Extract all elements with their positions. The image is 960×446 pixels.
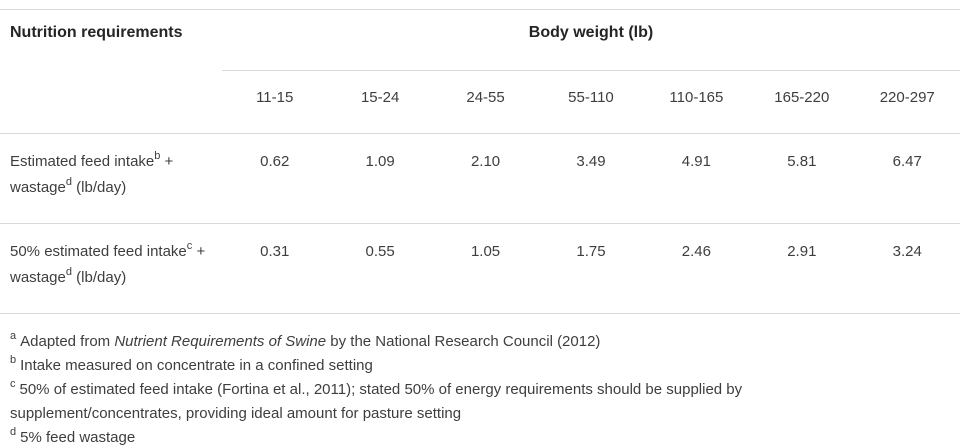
footnote-d: d 5% feed wastage xyxy=(10,426,820,446)
column-header-range: 24-55 xyxy=(466,89,505,106)
table-cell: 3.49 xyxy=(576,153,606,170)
footnote-c: c 50% of estimated feed intake (Fortina e… xyxy=(10,378,820,426)
table-cell: 2.46 xyxy=(681,243,711,260)
table-cell: 1.05 xyxy=(470,243,501,260)
row-label-text: + wastage xyxy=(10,243,206,286)
table-row-50pct-feed-intake: 50% estimated feed intakec + wastaged (l… xyxy=(0,224,960,314)
row-label-text: (lb/day) xyxy=(72,179,127,196)
footnote-text: 50% of estimated feed intake (Fortina et… xyxy=(10,381,743,422)
footnote-ref-c: c xyxy=(186,240,193,252)
footnote-ref-b: b xyxy=(154,150,161,162)
corner-header: Nutrition requirements xyxy=(10,24,183,41)
footnote-marker-a: a xyxy=(10,330,17,342)
table-cell: 5.81 xyxy=(787,153,817,170)
footnote-ref-d: d xyxy=(65,266,72,278)
footnote-marker-d: d xyxy=(10,426,17,438)
footnote-marker-b: b xyxy=(10,354,17,366)
footnote-text: by the National Research Council (2012) xyxy=(326,333,601,350)
row-label-text: + wastage xyxy=(10,153,174,196)
footnote-b: b Intake measured on concentrate in a con… xyxy=(10,354,820,378)
footnote-ref-d: d xyxy=(65,176,72,188)
row-label-text: (lb/day) xyxy=(72,269,127,286)
footnote-a: a Adapted from Nutrient Requirements of S… xyxy=(10,330,820,354)
table-cell: 2.10 xyxy=(470,153,501,170)
column-header-range: 220-297 xyxy=(879,89,935,106)
table-cell: 0.31 xyxy=(260,243,290,260)
table-cell: 3.24 xyxy=(892,243,922,260)
column-header-row: 11-15 15-24 24-55 55-110 110-165 165-220… xyxy=(0,71,960,134)
footnotes: a Adapted from Nutrient Requirements of S… xyxy=(0,314,830,446)
footnote-text-italic: Nutrient Requirements of Swine xyxy=(114,333,327,350)
table-cell: 6.47 xyxy=(892,153,922,170)
table-cell: 0.55 xyxy=(365,243,395,260)
table-cell: 2.91 xyxy=(787,243,817,260)
row-label: 50% estimated feed intakec + wastaged (l… xyxy=(0,224,222,313)
nutrition-table: Nutrition requirements Body weight (lb) … xyxy=(0,9,960,314)
page: Nutrition requirements Body weight (lb) … xyxy=(0,9,960,446)
footnote-marker-c: c xyxy=(10,378,16,390)
footnote-text: 5% feed wastage xyxy=(20,429,136,446)
column-header-range: 15-24 xyxy=(360,89,400,106)
group-header-body-weight: Body weight (lb) xyxy=(222,10,960,71)
footnote-text: Intake measured on concentrate in a conf… xyxy=(20,357,373,374)
column-header-range: 165-220 xyxy=(774,89,830,106)
column-header-range: 11-15 xyxy=(256,89,294,106)
table-header-band: Nutrition requirements Body weight (lb) xyxy=(0,10,960,71)
column-header-range: 55-110 xyxy=(568,89,614,106)
row-label-text: Estimated feed intake xyxy=(10,153,155,170)
table-cell: 0.62 xyxy=(260,153,290,170)
row-label-text: 50% estimated feed intake xyxy=(10,243,187,260)
table-cell: 4.91 xyxy=(681,153,711,170)
column-header-spacer xyxy=(0,71,222,133)
row-label: Estimated feed intakeb + wastaged (lb/da… xyxy=(0,134,222,223)
column-header-range: 110-165 xyxy=(669,89,724,106)
footnote-text: Adapted from xyxy=(20,333,115,350)
table-cell: 1.09 xyxy=(365,153,395,170)
table-cell: 1.75 xyxy=(576,243,606,260)
table-row-estimated-feed-intake: Estimated feed intakeb + wastaged (lb/da… xyxy=(0,134,960,224)
